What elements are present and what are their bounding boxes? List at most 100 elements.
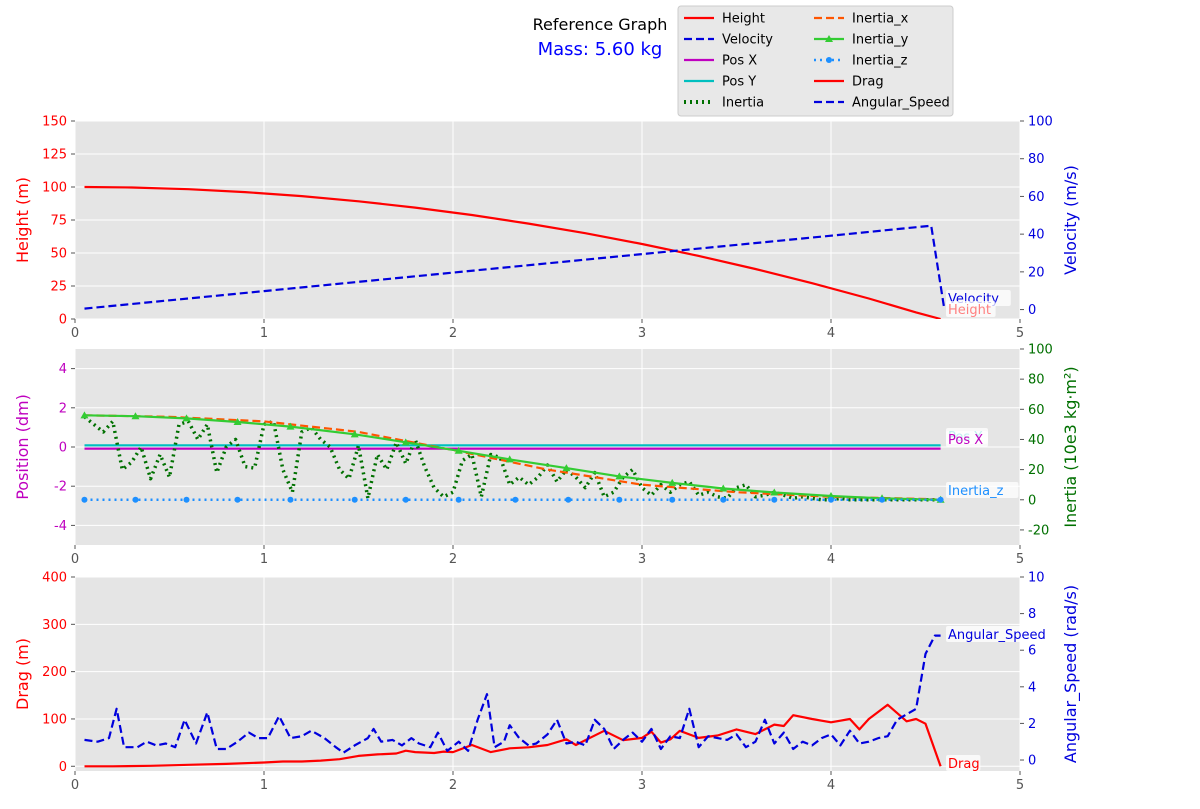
series-group [84, 185, 946, 319]
series-line-velocity [84, 224, 946, 310]
x-tick-label: 4 [827, 326, 835, 341]
right-tick-label: 0 [1028, 493, 1036, 508]
legend-item-inertia: Inertia [684, 96, 764, 111]
marker-inertia-z [828, 496, 834, 503]
chart-subtitle: Mass: 5.60 kg [538, 39, 663, 60]
plot-background [75, 577, 1020, 771]
marker-inertia-y [454, 446, 463, 454]
marker-inertia-z [81, 496, 88, 503]
right-tick-label: 6 [1028, 644, 1036, 659]
right-tick-label: 80 [1028, 373, 1045, 388]
marker-inertia-z [287, 496, 294, 503]
left-tick-label: 75 [50, 214, 67, 229]
right-tick-label: 100 [1028, 115, 1053, 130]
left-tick-label: -2 [54, 480, 67, 495]
legend-label: Angular_Speed [852, 96, 950, 111]
x-tick-label: 2 [449, 778, 457, 793]
right-tick-label: -20 [1028, 523, 1049, 538]
x-tick-label: 5 [1016, 778, 1024, 793]
x-tick-label: 5 [1016, 552, 1024, 567]
right-tick-label: 2 [1028, 717, 1036, 732]
x-tick-label: 4 [827, 552, 835, 567]
marker-inertia-y [131, 412, 140, 420]
right-tick-label: 60 [1028, 190, 1045, 205]
annotation-drag: Drag [948, 757, 980, 772]
annotation-box [946, 431, 988, 447]
left-tick-label: 0 [59, 313, 67, 328]
marker-inertia-y [401, 438, 410, 446]
series-line-angular-speed [84, 634, 941, 754]
legend-label: Pos X [722, 54, 757, 69]
marker-inertia-y [505, 455, 514, 463]
left-tick-label: 50 [50, 247, 67, 262]
annotation-box [946, 626, 1049, 642]
annotation-inertia-z: Inertia_z [948, 484, 1004, 499]
legend-item-inertia-x: Inertia_x [814, 12, 909, 27]
annotation-box [946, 482, 1019, 498]
marker-inertia-y [182, 414, 191, 422]
left-axis-label: Height (m) [13, 177, 32, 263]
annotation-box [946, 755, 981, 771]
left-axis-label: Drag (m) [13, 638, 32, 710]
marker-inertia-z [937, 496, 944, 503]
marker-inertia-z [455, 496, 462, 503]
marker-inertia-z [183, 496, 190, 503]
legend-label: Inertia [722, 96, 764, 111]
right-tick-label: 0 [1028, 754, 1036, 769]
left-axis-label: Position (dm) [13, 394, 32, 500]
marker-inertia-y [80, 411, 89, 419]
legend-label: Inertia_y [852, 33, 909, 48]
right-tick-label: 8 [1028, 607, 1036, 622]
marker-inertia-z [402, 496, 409, 503]
left-tick-label: 2 [59, 401, 67, 416]
legend-marker [826, 57, 832, 63]
series-line-height [84, 185, 941, 319]
marker-inertia-z [616, 496, 623, 503]
legend-label: Velocity [722, 33, 773, 48]
right-tick-label: 40 [1028, 433, 1045, 448]
right-tick-label: 40 [1028, 228, 1045, 243]
series-group [84, 634, 942, 768]
right-tick-label: 10 [1028, 571, 1045, 586]
marker-inertia-y [562, 464, 571, 472]
marker-inertia-y [233, 417, 242, 425]
right-tick-label: 60 [1028, 403, 1045, 418]
legend-item-drag: Drag [814, 75, 884, 90]
x-tick-label: 1 [260, 552, 268, 567]
legend-label: Inertia_x [852, 12, 909, 27]
x-tick-label: 3 [638, 778, 646, 793]
legend-item-velocity: Velocity [684, 33, 773, 48]
right-tick-label: 4 [1028, 680, 1036, 695]
left-tick-label: -4 [54, 519, 67, 534]
marker-inertia-y [827, 492, 835, 499]
x-tick-label: 5 [1016, 326, 1024, 341]
marker-inertia-z [512, 496, 519, 503]
marker-inertia-z [720, 496, 727, 503]
left-tick-label: 400 [42, 571, 67, 586]
x-tick-label: 3 [638, 552, 646, 567]
annotation-height: Height [948, 303, 991, 318]
left-tick-label: 150 [42, 115, 67, 130]
chart-title: Reference Graph [533, 15, 668, 34]
left-tick-label: 0 [59, 441, 67, 456]
right-axis-label: Velocity (m/s) [1061, 165, 1080, 275]
marker-inertia-z [565, 496, 572, 503]
x-tick-label: 1 [260, 326, 268, 341]
right-axis-label: Angular_Speed (rad/s) [1061, 585, 1081, 763]
marker-inertia-y [615, 472, 624, 480]
legend-label: Drag [852, 75, 884, 90]
marker-inertia-y [350, 430, 359, 438]
left-tick-label: 0 [59, 760, 67, 775]
left-tick-label: 100 [42, 181, 67, 196]
panel-1: 0 1 2 3 4 50255075100125150020406080100Height… [13, 115, 1080, 342]
left-tick-label: 25 [50, 280, 67, 295]
legend-item-height: Height [684, 12, 765, 27]
legend-item-inertia-y: Inertia_y [814, 33, 909, 48]
series-group [80, 411, 945, 503]
legend-label: Height [722, 12, 765, 27]
legend-item-pos-x: Pos X [684, 54, 757, 69]
marker-inertia-z [879, 496, 886, 503]
